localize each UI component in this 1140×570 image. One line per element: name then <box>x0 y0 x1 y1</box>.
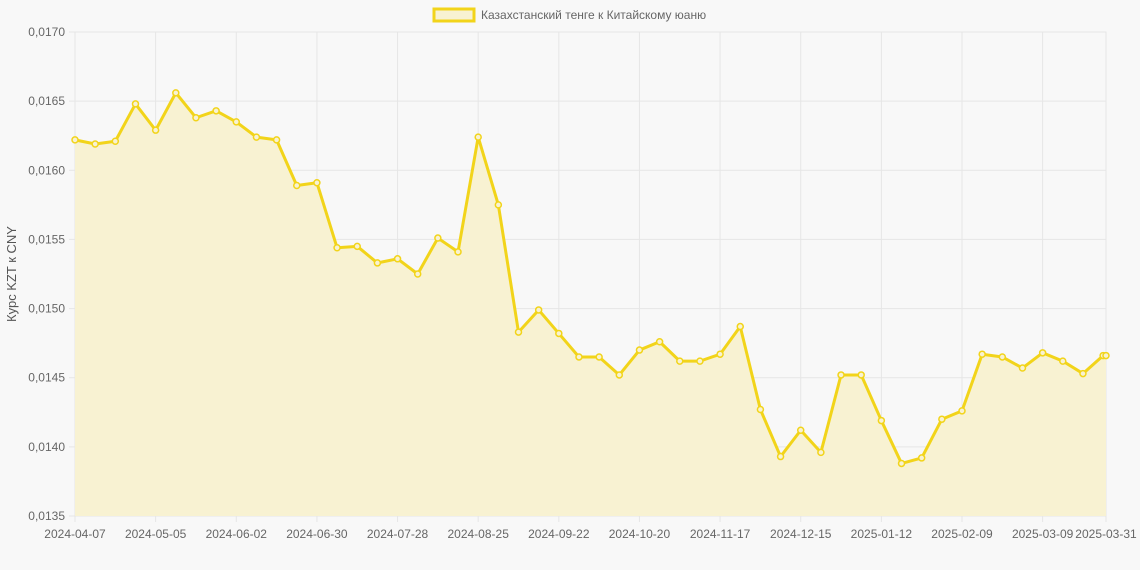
y-tick-label: 0,0140 <box>28 440 65 454</box>
data-point[interactable] <box>897 459 906 468</box>
data-point[interactable] <box>676 357 684 365</box>
data-point[interactable] <box>272 136 281 144</box>
data-point[interactable] <box>393 255 402 263</box>
x-tick-label: 2024-09-22 <box>528 527 590 541</box>
x-tick-label: 2024-10-20 <box>609 527 671 541</box>
data-point[interactable] <box>71 136 79 144</box>
data-point[interactable] <box>938 415 946 423</box>
x-axis-ticks: 2024-04-07 2024-05-05 2024-06-02 2024-06-30… <box>44 527 1137 541</box>
data-point[interactable] <box>635 346 644 354</box>
data-point[interactable] <box>776 452 785 461</box>
data-point[interactable] <box>595 353 603 361</box>
x-tick-label: 2024-06-02 <box>206 527 268 541</box>
data-point[interactable] <box>696 357 704 365</box>
y-tick-label: 0,0145 <box>28 371 65 385</box>
legend-swatch[interactable] <box>432 7 476 23</box>
x-tick-label: 2024-08-25 <box>447 527 509 541</box>
data-point[interactable] <box>917 454 926 462</box>
data-point[interactable] <box>978 350 986 358</box>
x-tick-label: 2024-04-07 <box>44 527 106 541</box>
data-point[interactable] <box>1102 351 1110 360</box>
data-point[interactable] <box>151 126 160 134</box>
data-point[interactable] <box>434 234 442 242</box>
data-point[interactable] <box>555 329 563 338</box>
data-point[interactable] <box>736 322 745 331</box>
data-point[interactable] <box>313 178 321 187</box>
data-point[interactable] <box>534 306 543 314</box>
data-point[interactable] <box>514 328 523 336</box>
data-point[interactable] <box>1059 357 1067 365</box>
data-point[interactable] <box>232 118 241 126</box>
data-point[interactable] <box>454 248 462 256</box>
data-point[interactable] <box>293 181 301 190</box>
data-point[interactable] <box>494 201 503 209</box>
y-tick-label: 0,0135 <box>28 509 65 523</box>
x-tick-label: 2025-03-09 <box>1012 527 1074 541</box>
data-point[interactable] <box>1038 349 1047 357</box>
data-point[interactable] <box>131 100 140 108</box>
data-point[interactable] <box>1018 364 1027 372</box>
y-axis-ticks: 0,0135 0,0140 0,0145 0,0150 0,0155 0,0160 0,01… <box>28 25 65 523</box>
y-tick-label: 0,0170 <box>28 25 65 39</box>
y-axis-title: Курс KZT к CNY <box>4 226 19 322</box>
data-point[interactable] <box>474 133 482 141</box>
data-point[interactable] <box>716 350 724 358</box>
data-point[interactable] <box>172 89 180 97</box>
data-point[interactable] <box>655 338 664 346</box>
data-point[interactable] <box>857 371 865 379</box>
data-point[interactable] <box>373 259 382 267</box>
data-point[interactable] <box>353 242 361 251</box>
x-tick-label: 2024-12-15 <box>770 527 832 541</box>
data-point[interactable] <box>756 405 765 414</box>
x-tick-label: 2025-02-09 <box>931 527 993 541</box>
data-point[interactable] <box>333 243 341 252</box>
x-tick-label: 2025-03-31 <box>1075 527 1137 541</box>
data-point[interactable] <box>998 353 1007 361</box>
x-tick-label: 2024-05-05 <box>125 527 187 541</box>
data-point[interactable] <box>575 353 583 361</box>
series-area <box>75 92 1106 516</box>
x-tick-label: 2024-11-17 <box>690 527 751 541</box>
x-tick-label: 2024-06-30 <box>286 527 348 541</box>
y-tick-label: 0,0160 <box>28 163 65 177</box>
data-point[interactable] <box>817 448 825 457</box>
legend-label[interactable]: Казахстанский тенге к Китайскому юаню <box>481 8 706 22</box>
data-point[interactable] <box>796 426 805 435</box>
y-tick-label: 0,0165 <box>28 94 65 108</box>
data-point[interactable] <box>192 113 200 122</box>
data-point[interactable] <box>615 371 624 379</box>
data-point[interactable] <box>252 133 261 141</box>
points-layer <box>71 89 1110 468</box>
data-point[interactable] <box>837 371 845 379</box>
x-tick-label: 2025-01-12 <box>851 527 913 541</box>
data-point[interactable] <box>1079 369 1087 378</box>
y-tick-label: 0,0155 <box>28 232 65 246</box>
data-point[interactable] <box>877 416 886 425</box>
legend[interactable]: Казахстанский тенге к Китайскому юаню <box>432 7 706 23</box>
data-point[interactable] <box>212 107 220 115</box>
data-point[interactable] <box>413 270 422 278</box>
data-point[interactable] <box>91 140 99 148</box>
area-layer <box>75 92 1106 516</box>
x-tick-label: 2024-07-28 <box>367 527 429 541</box>
y-tick-label: 0,0150 <box>28 302 65 316</box>
data-point[interactable] <box>958 407 966 415</box>
data-point[interactable] <box>111 137 120 145</box>
